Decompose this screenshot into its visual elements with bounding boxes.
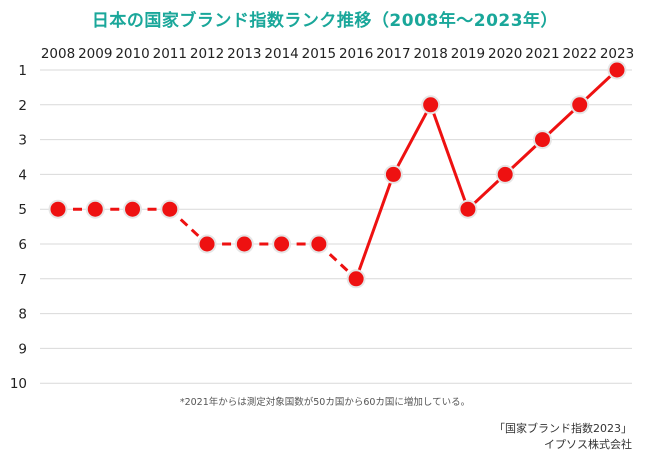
data-point-2019 — [460, 201, 476, 217]
data-point-2008 — [50, 201, 66, 217]
y-tick-label-2: 2 — [18, 98, 27, 114]
footnote: *2021年からは測定対象国数が50カ国から60カ国に増加している。 — [179, 397, 471, 408]
x-tick-label-2019: 2019 — [451, 46, 485, 62]
data-point-2016 — [348, 271, 364, 287]
y-tick-label-9: 9 — [18, 341, 27, 357]
x-tick-label-2010: 2010 — [115, 46, 149, 62]
y-tick-label-4: 4 — [18, 167, 27, 183]
data-point-2010 — [125, 201, 141, 217]
data-point-2022 — [572, 97, 588, 113]
data-point-2020 — [497, 166, 513, 182]
y-tick-label-8: 8 — [18, 307, 27, 323]
y-tick-label-5: 5 — [18, 202, 27, 218]
y-tick-label-1: 1 — [18, 63, 27, 79]
data-point-2012 — [199, 236, 215, 252]
y-tick-label-10: 10 — [10, 376, 27, 392]
data-point-2018 — [423, 97, 439, 113]
x-tick-label-2017: 2017 — [376, 46, 410, 62]
source-credit: 「国家ブランド指数2023」 イプソス株式会社 — [494, 421, 632, 453]
x-tick-label-2015: 2015 — [302, 46, 336, 62]
x-tick-label-2011: 2011 — [153, 46, 187, 62]
data-point-2023 — [609, 62, 625, 78]
data-point-2011 — [162, 201, 178, 217]
data-point-2017 — [385, 166, 401, 182]
x-tick-label-2020: 2020 — [488, 46, 522, 62]
x-tick-label-2009: 2009 — [78, 46, 112, 62]
y-tick-label-6: 6 — [18, 237, 27, 253]
y-tick-label-7: 7 — [18, 272, 27, 288]
series-segment-2017-2018 — [392, 104, 432, 176]
data-point-2021 — [534, 132, 550, 148]
x-tick-label-2018: 2018 — [413, 46, 447, 62]
x-tick-label-2022: 2022 — [563, 46, 597, 62]
x-tick-label-2013: 2013 — [227, 46, 261, 62]
x-tick-label-2012: 2012 — [190, 46, 224, 62]
series-segment-2016-2017 — [354, 173, 395, 280]
chart-title: 日本の国家ブランド指数ランク推移（2008年～2023年） — [91, 11, 559, 31]
x-tick-label-2023: 2023 — [600, 46, 634, 62]
data-point-2015 — [311, 236, 327, 252]
source-line-2: イプソス株式会社 — [544, 438, 632, 451]
x-tick-label-2016: 2016 — [339, 46, 373, 62]
x-tick-label-2021: 2021 — [525, 46, 559, 62]
x-tick-label-2014: 2014 — [264, 46, 298, 62]
y-tick-label-3: 3 — [18, 133, 27, 149]
data-point-2014 — [274, 236, 290, 252]
data-point-2009 — [87, 201, 103, 217]
source-line-1: 「国家ブランド指数2023」 — [494, 422, 632, 435]
x-tick-label-2008: 2008 — [41, 46, 75, 62]
series-segment-2018-2019 — [429, 104, 470, 210]
data-point-2013 — [236, 236, 252, 252]
